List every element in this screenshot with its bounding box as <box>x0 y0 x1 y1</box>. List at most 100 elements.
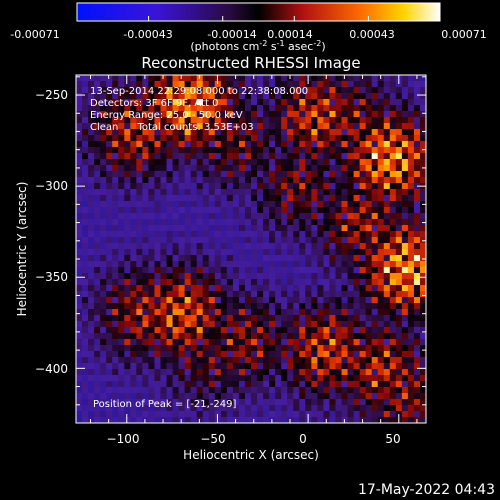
heatmap-cell <box>263 159 270 166</box>
heatmap-cell <box>244 147 252 154</box>
heatmap-cell <box>184 153 192 160</box>
heatmap-cell <box>154 213 162 220</box>
heatmap-cell <box>407 81 415 88</box>
heatmap-cell <box>353 267 361 274</box>
heatmap-cell <box>244 213 252 220</box>
heatmap-cell <box>166 87 174 94</box>
heatmap-cell <box>377 213 385 220</box>
heatmap-cell <box>88 417 95 423</box>
heatmap-cell <box>293 393 300 400</box>
heatmap-cell <box>148 309 156 316</box>
heatmap-cell <box>413 291 421 298</box>
heatmap-cell <box>112 183 119 190</box>
heatmap-cell <box>305 153 312 160</box>
heatmap-cell <box>305 303 312 310</box>
heatmap-cell <box>257 225 264 232</box>
heatmap-cell <box>305 183 312 190</box>
heatmap-cell <box>76 243 83 250</box>
heatmap-cell <box>347 183 355 190</box>
heatmap-cell <box>251 267 258 274</box>
heatmap-cell <box>377 129 385 136</box>
heatmap-cell <box>407 129 415 136</box>
heatmap-cell <box>407 153 415 160</box>
heatmap-cell <box>226 237 234 244</box>
heatmap-cell <box>329 195 337 202</box>
heatmap-cell <box>413 357 421 364</box>
colorbar-tick-label-3: 0.00014 <box>267 28 313 41</box>
heatmap-cell <box>407 363 415 370</box>
heatmap-cell <box>76 81 83 88</box>
heatmap-cell <box>389 291 397 298</box>
heatmap-cell <box>401 117 409 124</box>
heatmap-cell <box>190 309 198 316</box>
heatmap-cell <box>263 315 270 322</box>
heatmap-cell <box>275 375 282 382</box>
heatmap-cell <box>124 123 131 130</box>
heatmap-cell <box>383 207 391 214</box>
heatmap-cell <box>118 363 125 370</box>
heatmap-cell <box>238 117 246 124</box>
heatmap-cell <box>214 177 222 184</box>
heatmap-cell <box>311 327 318 334</box>
heatmap-cell <box>178 189 186 196</box>
heatmap-cell <box>160 243 168 250</box>
heatmap-cell <box>232 225 240 232</box>
heatmap-cell <box>365 201 373 208</box>
heatmap-cell <box>172 165 180 172</box>
heatmap-cell <box>317 201 325 208</box>
heatmap-cell <box>238 315 246 322</box>
heatmap-cell <box>148 225 156 232</box>
heatmap-cell <box>371 249 379 256</box>
heatmap-cell <box>269 399 276 406</box>
heatmap-cell <box>166 177 174 184</box>
heatmap-cell <box>160 315 168 322</box>
heatmap-cell <box>178 411 186 418</box>
heatmap-cell <box>202 363 210 370</box>
heatmap-cell <box>371 225 379 232</box>
heatmap-cell <box>232 177 240 184</box>
heatmap-cell <box>317 117 325 124</box>
heatmap-cell <box>220 99 228 106</box>
heatmap-cell <box>202 171 210 178</box>
heatmap-cell <box>317 231 325 238</box>
heatmap-cell <box>196 381 204 388</box>
heatmap-cell <box>238 393 246 400</box>
heatmap-cell <box>178 159 186 166</box>
heatmap-cell <box>251 183 258 190</box>
heatmap-cell <box>214 219 222 226</box>
heatmap-cell <box>244 123 252 130</box>
heatmap-cell <box>407 213 415 220</box>
heatmap-cell <box>94 183 101 190</box>
heatmap-cell <box>166 147 174 154</box>
heatmap-cell <box>365 153 373 160</box>
heatmap-cell <box>299 387 306 394</box>
heatmap-cell <box>365 321 373 328</box>
heatmap-cell <box>287 321 294 328</box>
heatmap-cell <box>136 327 143 334</box>
plot-frame <box>75 74 427 424</box>
heatmap-cell <box>154 189 162 196</box>
heatmap-cell <box>88 159 95 166</box>
heatmap-cell <box>287 105 294 112</box>
heatmap-cell <box>341 315 349 322</box>
heatmap-cell <box>226 279 234 286</box>
heatmap-cell <box>172 267 180 274</box>
heatmap-cell <box>317 393 325 400</box>
colorbar-tick-label-4: 0.00043 <box>349 28 395 41</box>
heatmap-cell <box>172 249 180 256</box>
heatmap-cell <box>196 195 204 202</box>
heatmap-cell <box>389 381 397 388</box>
heatmap-cell <box>118 159 125 166</box>
heatmap-cell <box>389 261 397 268</box>
heatmap-cell <box>377 273 385 280</box>
heatmap-cell <box>347 81 355 88</box>
heatmap-cell <box>196 261 204 268</box>
heatmap-cell <box>100 255 107 262</box>
heatmap-cell <box>226 303 234 310</box>
heatmap-cell <box>341 369 349 376</box>
heatmap-cell <box>281 123 288 130</box>
heatmap-cell <box>251 339 258 346</box>
heatmap-cell <box>106 417 113 423</box>
heatmap-cell <box>160 231 168 238</box>
heatmap-cell <box>383 351 391 358</box>
